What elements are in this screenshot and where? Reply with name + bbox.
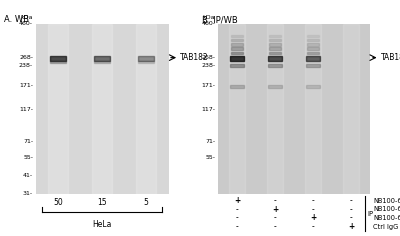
Bar (268, 64, 282, 67)
Bar (94, 61, 110, 63)
Bar (268, 52, 282, 54)
Bar (229, 24, 245, 194)
Bar (306, 52, 320, 54)
Bar (306, 56, 320, 61)
Text: 171-: 171- (201, 84, 215, 88)
Text: 238-: 238- (201, 63, 215, 67)
Text: HeLa: HeLa (92, 220, 112, 229)
Bar (94, 56, 110, 61)
Text: +: + (310, 213, 316, 222)
Bar (306, 47, 320, 50)
Bar (50, 61, 66, 63)
Bar (50, 56, 66, 61)
Bar (305, 24, 321, 194)
Bar (138, 56, 154, 61)
Text: TAB182: TAB182 (180, 53, 209, 62)
Bar (230, 35, 244, 37)
Text: -: - (350, 196, 352, 205)
Bar (230, 39, 244, 42)
Text: -: - (236, 222, 238, 231)
Text: -: - (312, 205, 314, 214)
Text: A. WB: A. WB (4, 15, 29, 24)
Bar (306, 39, 320, 42)
Text: B. IP/WB: B. IP/WB (202, 15, 238, 24)
Text: IP: IP (367, 211, 374, 217)
Bar (306, 64, 320, 67)
Bar (343, 24, 359, 194)
Bar (230, 52, 244, 54)
Text: -: - (350, 213, 352, 222)
Bar (230, 64, 244, 67)
Text: 50: 50 (53, 198, 63, 207)
Bar (306, 43, 320, 46)
Bar (138, 61, 154, 63)
Bar (230, 84, 244, 88)
Bar (230, 56, 244, 61)
Bar (268, 47, 282, 50)
Text: +: + (348, 222, 354, 231)
Text: 15: 15 (97, 198, 107, 207)
Bar (48, 24, 68, 194)
Bar (268, 43, 282, 46)
Text: Ctrl IgG: Ctrl IgG (373, 224, 398, 230)
Text: -: - (236, 213, 238, 222)
Text: 31-: 31- (23, 191, 33, 196)
Text: -: - (312, 222, 314, 231)
Text: 55-: 55- (205, 155, 215, 160)
Text: 460-: 460- (19, 21, 33, 26)
Bar (136, 24, 156, 194)
Bar (267, 24, 283, 194)
Text: kDa: kDa (21, 15, 33, 20)
Text: -: - (312, 196, 314, 205)
Bar (268, 84, 282, 88)
Text: 460-: 460- (201, 21, 215, 26)
Text: 117-: 117- (19, 107, 33, 112)
Text: -: - (274, 213, 276, 222)
Text: 171-: 171- (19, 84, 33, 88)
Text: kDa: kDa (203, 15, 215, 20)
Text: NB100-68247: NB100-68247 (373, 198, 400, 204)
Text: +: + (272, 205, 278, 214)
Text: NB100-68249: NB100-68249 (373, 215, 400, 221)
Text: +: + (234, 196, 240, 205)
Text: -: - (274, 196, 276, 205)
Bar (268, 35, 282, 37)
Bar (306, 84, 320, 88)
Text: 238-: 238- (19, 63, 33, 67)
Text: -: - (274, 222, 276, 231)
Text: TAB182: TAB182 (381, 53, 400, 62)
Text: 268-: 268- (19, 55, 33, 60)
Text: 5: 5 (144, 198, 148, 207)
Text: 268-: 268- (201, 55, 215, 60)
Bar (230, 47, 244, 50)
Bar (268, 56, 282, 61)
Bar (268, 39, 282, 42)
Text: 41-: 41- (23, 173, 33, 178)
Text: 71-: 71- (23, 139, 33, 144)
Bar (230, 43, 244, 46)
Text: -: - (236, 205, 238, 214)
Bar (306, 35, 320, 37)
Text: 55-: 55- (23, 155, 33, 160)
Text: NB100-68248: NB100-68248 (373, 206, 400, 212)
Text: -: - (350, 205, 352, 214)
Text: 117-: 117- (201, 107, 215, 112)
Bar (92, 24, 112, 194)
Text: 71-: 71- (205, 139, 215, 144)
